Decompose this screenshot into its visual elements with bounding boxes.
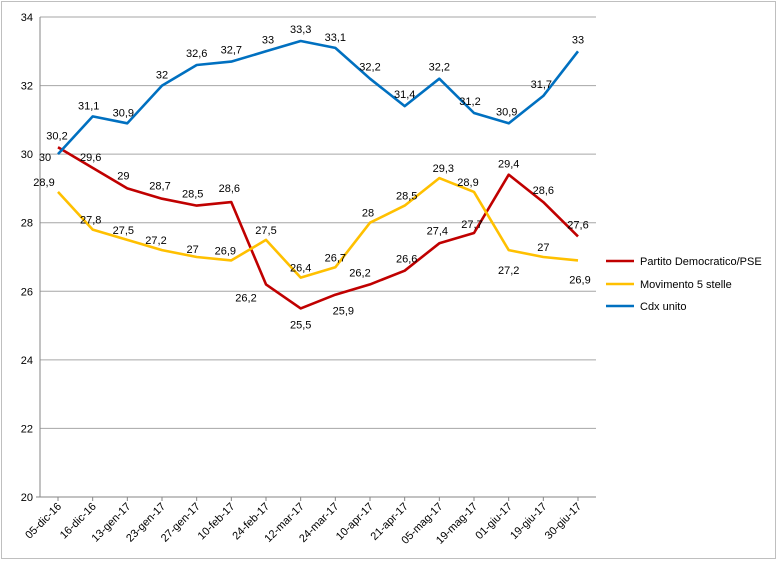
data-label: 32,6 [186, 48, 207, 60]
data-label: 32,2 [429, 62, 450, 74]
data-label: 28,5 [396, 191, 417, 203]
data-label: 32 [156, 70, 168, 82]
data-label: 29,4 [498, 159, 519, 171]
y-tick-34: 34 [21, 12, 33, 24]
data-label: 31,4 [394, 89, 415, 101]
x-tick-19-giu-17: 19-giu-17 [508, 501, 549, 542]
y-tick-28: 28 [21, 218, 33, 230]
series-line-0 [57, 146, 579, 310]
data-label: 31,7 [531, 79, 552, 91]
data-label: 32,2 [359, 62, 380, 74]
legend-label-2: Cdx unito [640, 301, 686, 313]
data-label: 27,2 [145, 235, 166, 247]
data-label: 28,9 [457, 177, 478, 189]
data-label: 33,1 [325, 32, 346, 44]
data-label: 28 [362, 208, 374, 220]
data-label: 28,7 [149, 181, 170, 193]
data-label: 27,5 [113, 225, 134, 237]
data-label: 30 [39, 152, 51, 164]
y-tick-24: 24 [21, 355, 33, 367]
data-label: 26,6 [396, 254, 417, 266]
x-tick-30-giu-17: 30-giu-17 [543, 501, 584, 542]
data-label: 29,3 [433, 163, 454, 175]
data-label: 30,2 [46, 130, 67, 142]
data-label: 27,7 [461, 219, 482, 231]
data-label: 26,7 [325, 252, 346, 264]
x-tick-01-giu-17: 01-giu-17 [473, 501, 514, 542]
legend: Partito Democratico/PSE Movimento 5 stell… [606, 256, 762, 313]
data-label: 26,9 [215, 245, 236, 257]
y-tick-20: 20 [21, 492, 33, 504]
series-lines [57, 39, 580, 310]
y-tick-22: 22 [21, 423, 33, 435]
data-label: 27,5 [255, 225, 276, 237]
axes [36, 17, 596, 501]
data-label: 26,4 [290, 263, 311, 275]
data-label: 27,8 [80, 215, 101, 227]
data-label: 27,2 [498, 265, 519, 277]
data-label: 28,9 [33, 177, 54, 189]
y-tick-32: 32 [21, 81, 33, 93]
data-label: 31,2 [459, 96, 480, 108]
data-label: 25,9 [333, 306, 354, 318]
data-label: 32,7 [221, 45, 242, 57]
data-label: 30,9 [496, 106, 517, 118]
series-line-1 [57, 176, 579, 279]
data-label: 29 [117, 170, 129, 182]
data-label: 29,6 [80, 152, 101, 164]
x-tick-labels: 05-dic-1616-dic-1613-gen-1723-gen-1727-g… [23, 501, 584, 547]
data-label: 28,5 [182, 189, 203, 201]
data-label: 27 [187, 244, 199, 256]
data-label: 27 [537, 242, 549, 254]
data-label: 25,5 [290, 319, 311, 331]
x-tick-05-dic-16: 05-dic-16 [23, 501, 64, 542]
y-tick-26: 26 [21, 286, 33, 298]
legend-label-0: Partito Democratico/PSE [640, 256, 762, 268]
series-line-2 [57, 39, 580, 155]
data-label: 33,3 [290, 24, 311, 36]
data-label: 30,9 [113, 107, 134, 119]
data-label: 33 [572, 34, 584, 46]
data-label: 26,2 [235, 292, 256, 304]
y-tick-labels: 20 22 24 26 28 30 32 34 [21, 12, 33, 504]
data-label: 26,2 [349, 267, 370, 279]
data-label: 27,6 [567, 219, 588, 231]
data-label: 28,6 [533, 185, 554, 197]
data-label: 28,6 [219, 183, 240, 195]
data-label: 33 [262, 34, 274, 46]
legend-label-1: Movimento 5 stelle [640, 279, 732, 291]
y-tick-30: 30 [21, 149, 33, 161]
data-label: 27,4 [427, 225, 448, 237]
data-label: 31,1 [78, 100, 99, 112]
gridlines [40, 16, 596, 498]
data-label: 26,9 [569, 274, 590, 286]
